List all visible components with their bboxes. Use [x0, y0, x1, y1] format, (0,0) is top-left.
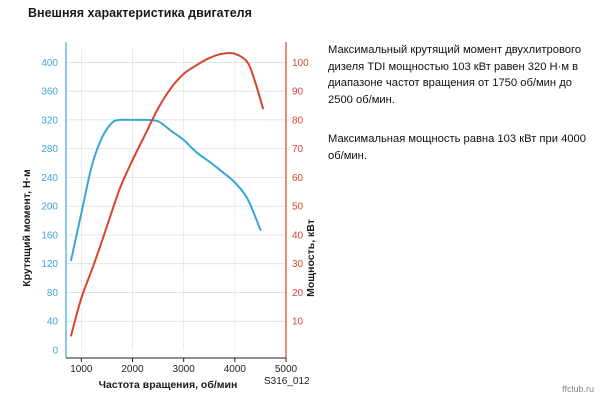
figure-id: S316_012	[264, 376, 310, 387]
y-tick-left-label: 160	[41, 230, 58, 241]
y-tick-left-label: 40	[47, 317, 59, 328]
y-tick-left-label: 280	[41, 144, 58, 155]
y-tick-left-label: 320	[41, 115, 58, 126]
y-tick-left-label: 400	[41, 58, 58, 69]
engine-characteristic-chart: 1000 2000 3000 4000 5000 0 40 80 120 160 200 240 28…	[21, 42, 317, 391]
x-tick-label: 2000	[121, 364, 144, 375]
y-tick-right-label: 40	[292, 230, 304, 241]
y-tick-right-label: 30	[292, 259, 304, 270]
torque-series-line	[70, 118, 262, 262]
y-tick-right-label: 50	[292, 202, 304, 213]
y-tick-left-label: 360	[41, 87, 58, 98]
y-tick-right-label: 20	[292, 288, 304, 299]
chart-title: Внешняя характеристика двигателя	[28, 6, 252, 20]
x-tick-label: 1000	[70, 364, 93, 375]
y-tick-left-label: 240	[41, 173, 58, 184]
y-tick-left-label: 200	[41, 202, 58, 213]
y-tick-left-label: 120	[41, 259, 58, 270]
y-axis-left-label: Крутящий момент, Н·м	[21, 169, 33, 287]
y-tick-right-label: 90	[292, 87, 304, 98]
y-tick-right-label: 80	[292, 115, 304, 126]
x-tick-label: 3000	[173, 364, 196, 375]
y-tick-right-label: 100	[292, 58, 309, 69]
y-tick-right-label: 10	[292, 317, 304, 328]
torque-description: Максимальный крутящий момент двухлитрово…	[328, 44, 582, 106]
y-tick-left-label: 0	[52, 346, 58, 357]
y-tick-left-label: 80	[47, 288, 59, 299]
y-tick-right-label: 60	[292, 173, 304, 184]
x-axis-label: Частота вращения, об/мин	[99, 379, 238, 391]
power-description: Максимальная мощность равна 103 кВт при …	[328, 133, 586, 162]
x-tick-label: 4000	[224, 364, 247, 375]
power-series-line	[70, 51, 264, 337]
y-axis-right-label: Мощность, кВт	[305, 219, 317, 297]
x-tick-label: 5000	[275, 364, 298, 375]
watermark: ffclub.ru	[562, 384, 594, 394]
y-tick-right-label: 70	[292, 144, 304, 155]
